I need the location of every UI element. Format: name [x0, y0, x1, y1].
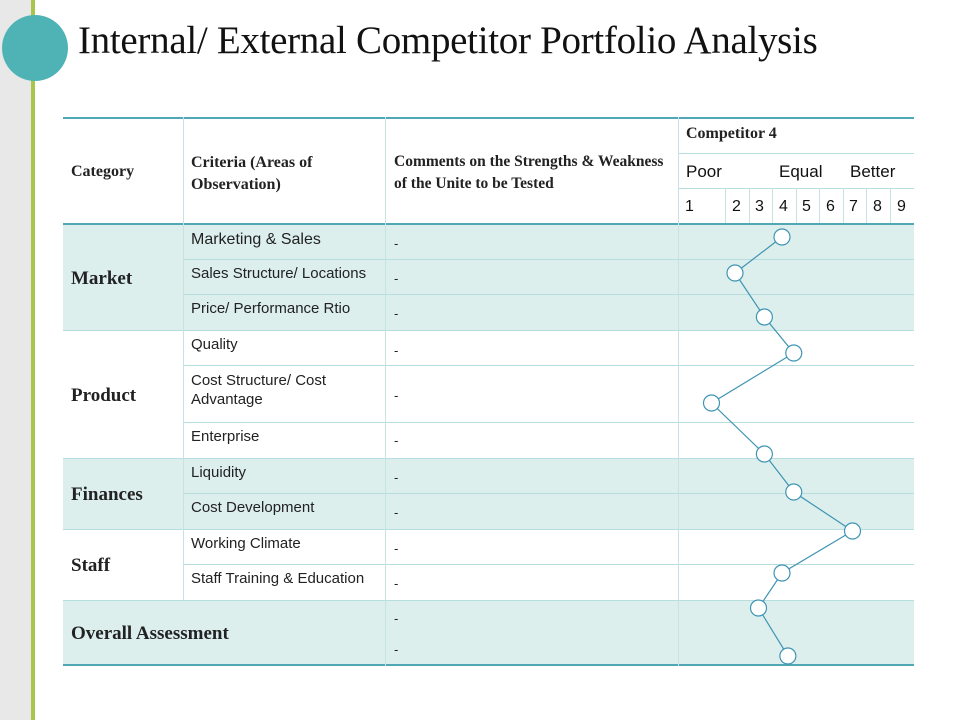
criteria-liquidity: Liquidity [191, 464, 247, 481]
rating-marker-4 [785, 344, 803, 362]
scale-tick-4: 4 [779, 198, 788, 215]
scale-tick-9: 9 [897, 198, 906, 215]
band-overall [63, 600, 914, 666]
group-line [63, 600, 914, 601]
rating-marker-11 [779, 647, 797, 665]
row-line [183, 259, 914, 260]
rating-marker-1 [773, 228, 791, 246]
criteria-sales-structure: Sales Structure/ Locations [191, 265, 367, 282]
comment-cell: - [394, 236, 399, 251]
rating-marker-2 [726, 264, 744, 282]
category-market: Market [71, 268, 133, 289]
overall-comment: - [394, 642, 399, 657]
criteria-quality: Quality [191, 336, 238, 353]
scale-tick-3: 3 [755, 198, 764, 215]
scale-tick-8: 8 [873, 198, 882, 215]
comment-cell: - [394, 388, 399, 403]
scale-tick-6: 6 [826, 198, 835, 215]
rating-marker-5 [702, 394, 721, 412]
accent-line [31, 0, 35, 720]
scale-divider [749, 188, 750, 223]
row-line [183, 564, 914, 565]
category-finances: Finances [71, 484, 143, 505]
col-divider [678, 117, 679, 666]
band-market [63, 224, 914, 330]
decorative-circle [2, 15, 68, 81]
group-line [63, 458, 914, 459]
col-divider [183, 117, 184, 600]
comment-cell: - [394, 541, 399, 556]
scale-tick-1: 1 [685, 198, 694, 215]
criteria-cost-development: Cost Development [191, 499, 315, 516]
comment-cell: - [394, 343, 399, 358]
header-line-competitor [678, 153, 914, 154]
scale-divider [866, 188, 867, 223]
rating-line [710, 236, 854, 657]
scale-tick-7: 7 [849, 198, 858, 215]
table-top-border [63, 117, 914, 119]
col-divider [385, 117, 386, 666]
group-line [63, 330, 914, 331]
rating-marker-10 [749, 599, 768, 617]
table-bottom-border [63, 664, 914, 666]
scale-tick-5: 5 [802, 198, 811, 215]
rating-marker-8 [843, 522, 862, 540]
comment-cell: - [394, 306, 399, 321]
scale-poor-label: Poor [686, 162, 722, 181]
criteria-price-performance: Price/ Performance Rtio [191, 300, 351, 317]
header-category: Category [71, 163, 135, 180]
category-staff: Staff [71, 555, 111, 576]
scale-divider [890, 188, 891, 223]
row-line [183, 294, 914, 295]
scale-equal-label: Equal [779, 162, 823, 181]
row-line [183, 422, 914, 423]
criteria-working-climate: Working Climate [191, 535, 301, 552]
scale-better-label: Better [850, 162, 896, 181]
criteria-cost-structure: Cost Structure/ Cost Advantage [191, 372, 327, 408]
header-competitor: Competitor 4 [686, 125, 777, 142]
rating-marker-9 [773, 564, 791, 582]
page-title: Internal/ External Competitor Portfolio … [78, 19, 818, 62]
criteria-marketing-sales: Marketing & Sales [191, 231, 321, 248]
category-overall: Overall Assessment [71, 623, 229, 644]
rating-marker-7 [785, 483, 803, 501]
scale-divider [843, 188, 844, 223]
rating-marker-6 [755, 445, 773, 463]
scale-divider [796, 188, 797, 223]
overall-comment: - [394, 611, 399, 626]
comment-cell: - [394, 271, 399, 286]
comment-cell: - [394, 505, 399, 520]
comment-cell: - [394, 470, 399, 485]
criteria-enterprise: Enterprise [191, 428, 260, 445]
competitor-rating-chart [702, 228, 862, 665]
rating-marker-3 [755, 308, 773, 326]
comment-cell: - [394, 576, 399, 591]
row-line [183, 365, 914, 366]
scale-divider [772, 188, 773, 223]
header-bottom-border [63, 223, 914, 225]
competitor-table: Category Criteria (Areas of Observation)… [63, 117, 914, 666]
scale-divider [819, 188, 820, 223]
comment-cell: - [394, 433, 399, 448]
group-line [63, 529, 914, 530]
scale-tick-2: 2 [732, 198, 741, 215]
scale-divider [725, 188, 726, 223]
left-strip [0, 0, 31, 720]
header-comments: Comments on the Strengths & Weakness of … [394, 153, 664, 192]
criteria-staff-training: Staff Training & Education [191, 570, 365, 587]
category-product: Product [71, 385, 137, 406]
header-criteria: Criteria (Areas of Observation) [191, 154, 313, 193]
row-line [183, 493, 914, 494]
